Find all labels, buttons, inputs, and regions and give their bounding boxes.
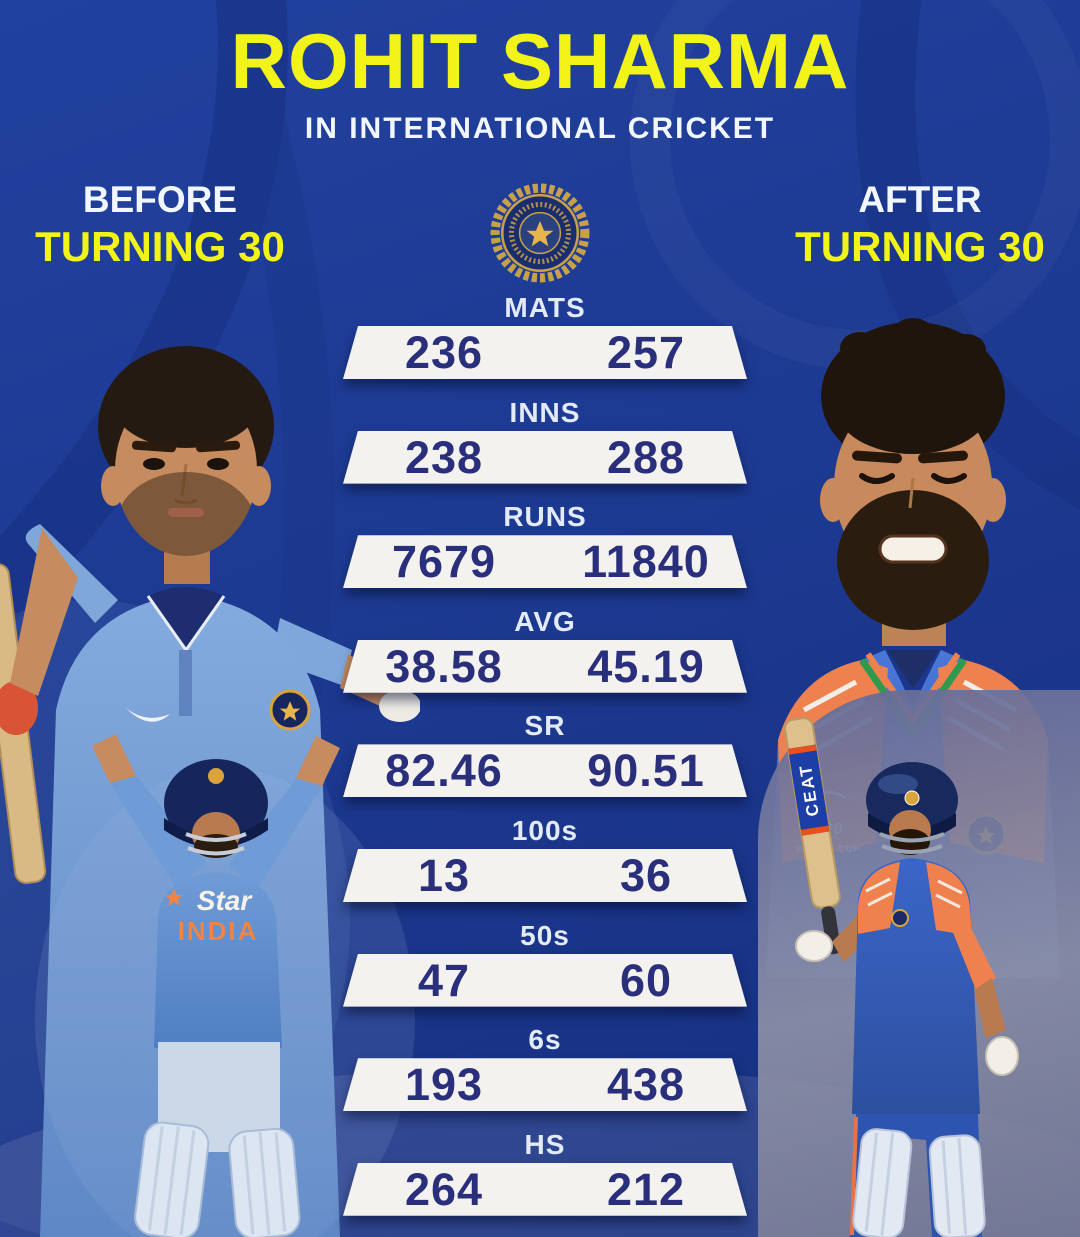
stat-row: INNS 238 288 (343, 396, 747, 484)
swoosh-icon (126, 708, 170, 722)
stat-before-value: 13 (417, 850, 471, 901)
team-crest-icon (269, 689, 311, 731)
stat-row: 100s 13 36 (343, 814, 747, 902)
stat-row: RUNS 7679 11840 (343, 500, 747, 588)
after-turning-30-label: TURNING 30 (795, 222, 1045, 270)
before-label: BEFORE (82, 179, 238, 220)
jersey-country-text: INDIA (178, 916, 259, 946)
stat-after-value: 257 (606, 327, 686, 378)
helmet-icon (866, 762, 958, 855)
stat-label: AVG (514, 605, 576, 637)
stat-row: MATS 236 257 (343, 291, 747, 379)
stat-label: RUNS (503, 501, 587, 533)
batting-pads-icon (134, 1121, 301, 1237)
stat-label: HS (524, 1128, 566, 1160)
stat-bar: 193 438 (343, 1058, 747, 1111)
stat-row: SR 82.46 90.51 (343, 709, 747, 797)
stat-label: 50s (520, 919, 570, 951)
stat-before-value: 193 (404, 1059, 484, 1111)
stat-bar: 238 288 (343, 431, 747, 484)
stat-after-value: 60 (619, 954, 673, 1006)
stat-after-value: 438 (606, 1059, 686, 1111)
after-label: AFTER (858, 179, 982, 220)
stat-label: SR (524, 710, 566, 742)
bcci-logo-icon (489, 182, 591, 284)
stat-label: INNS (509, 396, 581, 428)
photo-rohit-inset-celebration: Star INDIA (35, 734, 415, 1237)
stat-bar: 236 257 (343, 326, 747, 379)
stat-label: 100s (511, 815, 579, 846)
stat-before-value: 238 (404, 431, 484, 483)
bat-ceat-icon: CEAT (783, 717, 841, 955)
stat-row: 50s 47 60 (343, 919, 747, 1007)
stat-after-value: 11840 (582, 536, 710, 588)
stat-before-value: 7679 (391, 536, 497, 588)
stat-bar: 7679 11840 (343, 535, 747, 588)
jersey-sponsor-text: Star (197, 885, 254, 916)
stat-bar: 82.46 90.51 (343, 744, 747, 797)
after-heading: AFTER TURNING 30 (770, 179, 1070, 270)
stat-row: HS 264 212 (343, 1128, 747, 1216)
stat-after-value: 36 (619, 850, 673, 901)
stat-after-value: 90.51 (587, 745, 705, 797)
stat-after-value: 212 (606, 1163, 686, 1215)
stats-table: MATS 236 257 INNS 238 288 RUNS (343, 291, 747, 1237)
stat-after-value: 45.19 (587, 640, 705, 692)
photo-rohit-inset-walking: CEAT (783, 717, 1019, 1237)
stat-before-value: 38.58 (385, 640, 503, 692)
stat-before-value: 82.46 (385, 745, 503, 797)
batting-glove-icon (0, 681, 38, 735)
helmet-icon (164, 759, 268, 858)
stat-before-value: 47 (417, 954, 471, 1006)
before-heading: BEFORE TURNING 30 (15, 179, 305, 270)
stat-after-value: 288 (606, 431, 686, 483)
batting-pads-icon (852, 1128, 986, 1237)
page-subtitle: IN INTERNATIONAL CRICKET (304, 112, 776, 145)
stat-label: 6s (528, 1024, 562, 1056)
stat-before-value: 264 (404, 1163, 484, 1215)
stat-row: 6s 193 438 (343, 1023, 747, 1111)
before-turning-30-label: TURNING 30 (35, 222, 285, 270)
stat-bar: 13 36 (343, 849, 747, 902)
stat-before-value: 236 (404, 327, 484, 378)
stat-label: MATS (504, 292, 586, 323)
stat-bar: 264 212 (343, 1163, 747, 1216)
stat-bar: 38.58 45.19 (343, 640, 747, 693)
stat-bar: 47 60 (343, 954, 747, 1007)
stat-row: AVG 38.58 45.19 (343, 605, 747, 693)
page-title: ROHIT SHARMA (230, 17, 850, 105)
